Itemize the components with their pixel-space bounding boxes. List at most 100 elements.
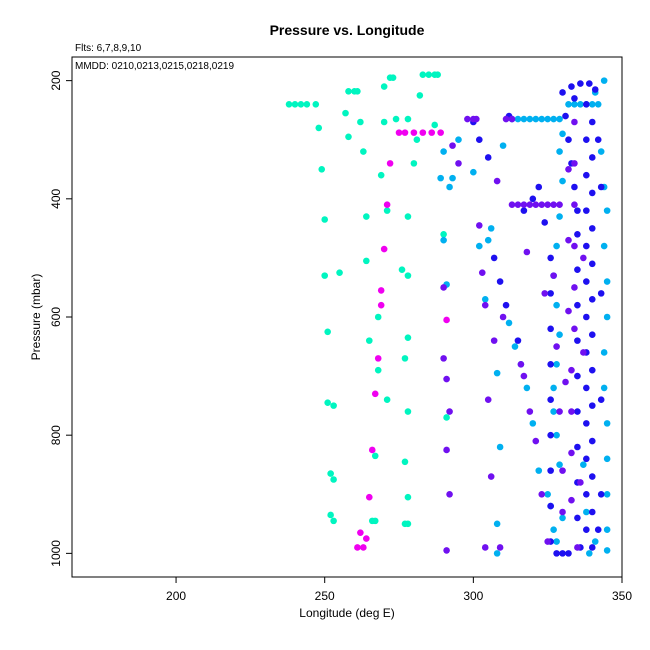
data-point (404, 115, 412, 123)
data-point (401, 355, 409, 362)
data-point (318, 165, 326, 173)
data-point (588, 260, 596, 268)
data-point (588, 100, 596, 108)
data-point (493, 550, 501, 557)
data-point (553, 431, 560, 439)
data-point (413, 136, 421, 144)
data-point (580, 254, 587, 262)
data-point (580, 461, 587, 469)
data-point (588, 508, 596, 516)
data-point (464, 115, 471, 123)
data-point (291, 100, 299, 108)
data-point (416, 92, 424, 99)
data-point (493, 520, 501, 528)
data-point (365, 493, 373, 501)
data-point (324, 399, 331, 406)
data-point (443, 414, 450, 421)
data-point (556, 115, 563, 123)
data-point (535, 467, 543, 474)
x-tick-label: 300 (463, 589, 483, 603)
data-point (493, 177, 501, 185)
data-point (583, 278, 590, 285)
data-point (583, 136, 590, 144)
data-point (330, 476, 337, 483)
data-point (357, 529, 364, 536)
data-point (443, 316, 450, 324)
data-point (553, 550, 560, 557)
data-point (571, 183, 578, 191)
data-point (547, 360, 554, 368)
data-point (502, 301, 510, 309)
data-point (603, 547, 611, 554)
data-point (597, 396, 605, 404)
data-point (603, 455, 611, 463)
data-point (565, 136, 572, 144)
data-point (532, 201, 540, 209)
data-point (443, 547, 450, 554)
data-point (597, 183, 605, 191)
data-point (437, 174, 444, 182)
data-point (363, 213, 370, 220)
data-point (547, 396, 554, 404)
data-point (496, 278, 504, 285)
data-point (574, 207, 581, 214)
flights-annotation: Flts: 6,7,8,9,10 (75, 43, 142, 54)
data-point (368, 446, 376, 454)
data-point (588, 225, 596, 232)
data-point (583, 313, 590, 321)
data-point (470, 168, 477, 176)
data-point (514, 337, 522, 344)
data-point (410, 129, 418, 136)
data-point (553, 538, 560, 545)
data-point (360, 544, 367, 551)
data-point (523, 248, 531, 256)
data-point (517, 360, 525, 368)
data-point (550, 272, 557, 279)
data-point (354, 544, 361, 551)
data-point (481, 301, 489, 309)
data-point (565, 550, 572, 557)
data-point (526, 115, 534, 123)
data-point (571, 100, 578, 108)
data-point (496, 544, 504, 551)
data-point (419, 129, 427, 136)
data-point (526, 201, 534, 209)
data-point (603, 207, 611, 214)
data-point (490, 337, 498, 344)
data-point (514, 201, 522, 209)
data-point (562, 112, 569, 120)
data-point (547, 325, 554, 333)
data-point (386, 160, 394, 167)
data-point (568, 408, 575, 415)
data-point (496, 443, 504, 451)
data-point (481, 544, 489, 551)
data-point (541, 290, 549, 297)
data-point (559, 508, 566, 516)
data-point (401, 458, 409, 466)
y-axis: 200 400 600 800 1000 (49, 70, 73, 567)
data-point (478, 269, 486, 276)
data-point (410, 160, 418, 167)
data-point (398, 266, 406, 274)
y-tick-label: 800 (49, 425, 63, 445)
data-point (565, 307, 572, 315)
data-point (556, 201, 563, 209)
data-point (377, 287, 385, 294)
y-tick-label: 600 (49, 307, 63, 327)
data-point (419, 71, 427, 79)
chart-title: Pressure vs. Longitude (270, 22, 425, 38)
y-tick-label: 200 (49, 70, 63, 90)
data-point (514, 115, 522, 123)
data-point (484, 236, 492, 244)
data-point (603, 490, 611, 498)
data-point (404, 272, 412, 279)
data-point (556, 331, 563, 339)
data-point (363, 535, 370, 542)
data-point (547, 467, 554, 474)
data-point (588, 331, 596, 339)
data-point (550, 384, 557, 392)
x-tick-label: 200 (166, 589, 186, 603)
data-point (365, 337, 373, 344)
data-point (597, 490, 605, 498)
